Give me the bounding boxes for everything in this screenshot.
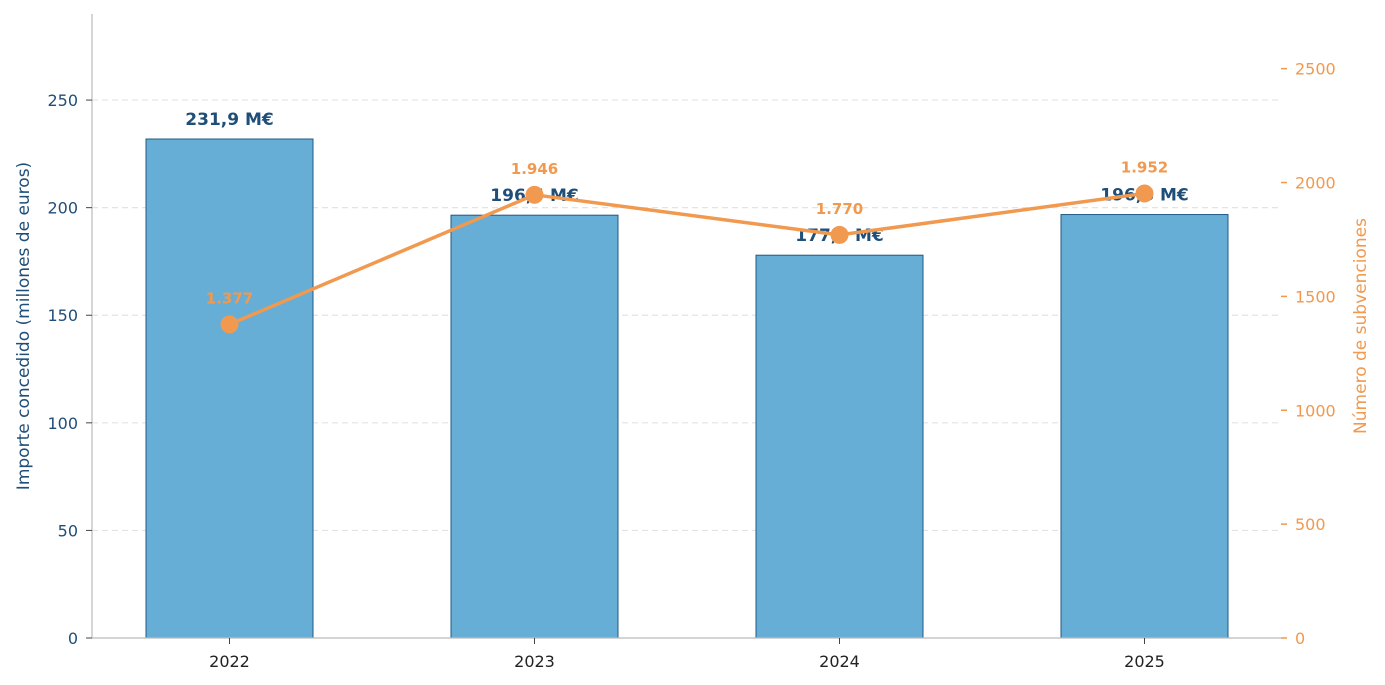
bar-value-label: 231,9 M€ <box>185 110 273 130</box>
point-value-label: 1.952 <box>1121 158 1168 176</box>
y-tick-label: 150 <box>47 306 78 325</box>
y2-tick-label: 2000 <box>1295 174 1336 193</box>
point-value-label: 1.377 <box>206 289 253 307</box>
line-series: 1.377 1.946 1.770 1.952 <box>206 158 1168 334</box>
y-tick-label: 200 <box>47 199 78 218</box>
x-tick-label: 2023 <box>514 652 555 671</box>
x-tick-label: 2022 <box>209 652 250 671</box>
bar <box>145 138 314 639</box>
line-point <box>525 185 544 204</box>
line-point <box>220 315 239 334</box>
point-value-label: 1.770 <box>816 200 863 218</box>
y-axis-title-left: Importe concedido (millones de euros) <box>14 162 34 490</box>
y2-tick-label: 500 <box>1295 515 1326 534</box>
line-path <box>228 191 1145 327</box>
y-tick-label: 100 <box>47 414 78 433</box>
bar-series <box>145 138 1229 639</box>
x-tick-label: 2024 <box>819 652 860 671</box>
y2-tick-label: 2500 <box>1295 60 1336 79</box>
y-tick-label: 50 <box>58 521 78 540</box>
y-tick-label: 250 <box>47 91 78 110</box>
y2-tick-label: 1500 <box>1295 287 1336 306</box>
y-tick-label: 0 <box>68 629 78 648</box>
line-point <box>830 225 849 244</box>
bar <box>1060 214 1229 639</box>
bar-labels: 231,9 M€196,5 M€177,9 M€196,8 M€ <box>185 110 1188 246</box>
bar <box>755 254 924 639</box>
y2-tick-label: 0 <box>1295 629 1305 648</box>
line-point <box>1135 184 1154 203</box>
x-tick-label: 2025 <box>1124 652 1165 671</box>
y2-tick-label: 1000 <box>1295 401 1336 420</box>
point-value-label: 1.946 <box>511 160 558 178</box>
y-axis-title-right: Número de subvenciones <box>1351 218 1371 434</box>
bar <box>450 214 619 639</box>
